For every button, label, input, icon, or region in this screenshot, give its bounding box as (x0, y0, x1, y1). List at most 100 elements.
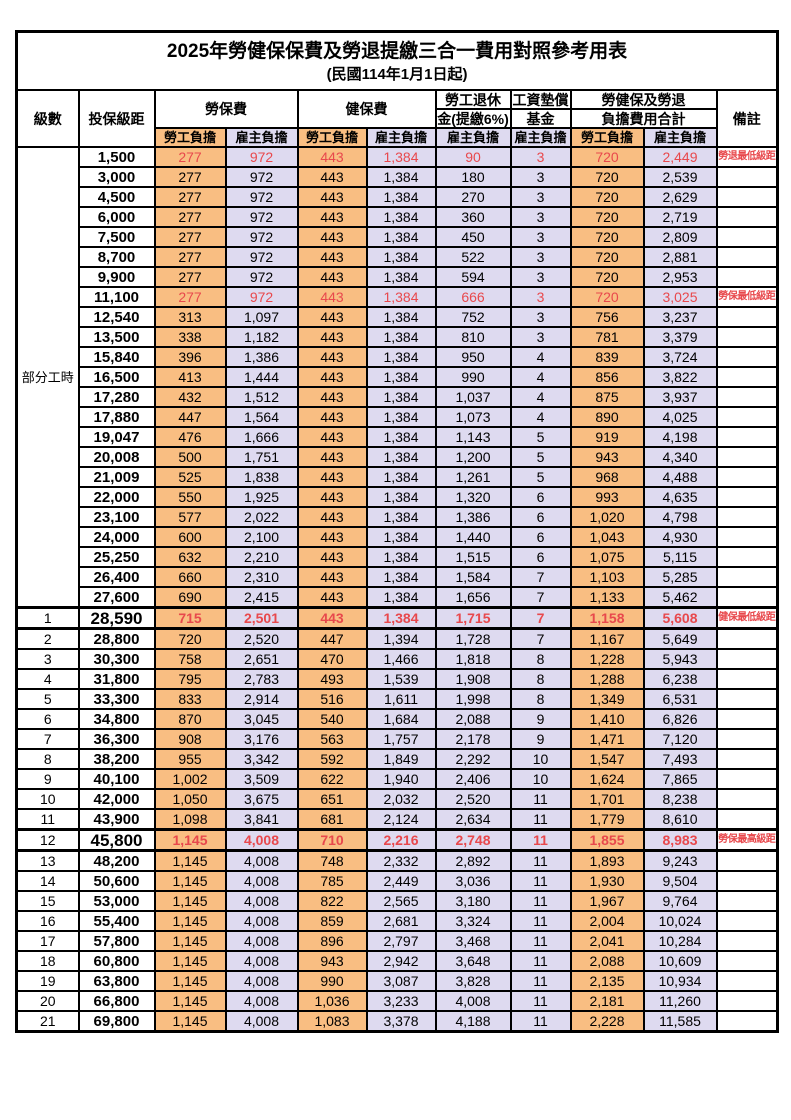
pension-employer-cell: 1,200 (434, 446, 512, 468)
total-worker-cell: 1,967 (569, 890, 645, 912)
health-worker-cell: 447 (296, 627, 368, 650)
premium-reference-sheet: 2025年勞健保保費及勞退提繳三合一費用對照參考用表 (民國114年1月1日起)… (15, 30, 780, 1033)
wage-fund-employer-cell: 7 (509, 606, 572, 630)
health-employer-cell: 3,087 (365, 970, 437, 992)
health-worker-cell: 943 (296, 950, 368, 972)
table-row: 部分工時 1,500 277 972 443 1,384 90 3 720 2,449 勞退最低級距 (15, 146, 779, 609)
bracket-cell: 13,500 (77, 326, 156, 348)
pension-employer-cell: 1,715 (434, 606, 512, 630)
labor-employer-cell: 1,386 (224, 346, 299, 368)
wage-fund-employer-cell: 3 (509, 146, 572, 168)
total-employer-cell: 3,025 (642, 286, 718, 308)
table-row: 12 45,800 1,145 4,008 710 2,216 2,748 11 1,855 8,… (15, 828, 779, 852)
total-worker-cell: 720 (569, 226, 645, 248)
total-employer-cell: 9,764 (642, 890, 718, 912)
health-worker-cell: 443 (296, 186, 368, 208)
remark-cell (715, 326, 779, 348)
health-employer-cell: 1,384 (365, 186, 437, 208)
health-worker-cell: 592 (296, 748, 368, 770)
total-worker-cell: 1,471 (569, 728, 645, 750)
health-employer-cell: 1,384 (365, 366, 437, 388)
labor-worker-cell: 277 (153, 186, 227, 208)
wage-fund-employer-cell: 11 (509, 910, 572, 932)
total-worker-cell: 1,288 (569, 668, 645, 690)
remark-cell (715, 246, 779, 268)
labor-employer-cell: 4,008 (224, 910, 299, 932)
health-worker-cell: 443 (296, 206, 368, 228)
labor-employer-cell: 2,783 (224, 668, 299, 690)
total-worker-cell: 2,041 (569, 930, 645, 952)
labor-worker-cell: 413 (153, 366, 227, 388)
remark-cell (715, 366, 779, 388)
bracket-cell: 27,600 (77, 586, 156, 609)
table-row: 23,100 577 2,022 443 1,384 1,386 6 1,020 4,798 (17, 506, 779, 528)
wage-fund-employer-cell: 7 (509, 566, 572, 588)
col-header-health-insurance: 健保費 (296, 89, 437, 129)
health-worker-cell: 443 (296, 526, 368, 548)
bracket-cell: 1,500 (77, 146, 156, 168)
total-employer-cell: 2,629 (642, 186, 718, 208)
labor-employer-cell: 4,008 (224, 990, 299, 1012)
page-subtitle: (民國114年1月1日起) (326, 66, 468, 84)
health-worker-cell: 859 (296, 910, 368, 932)
total-employer-cell: 4,340 (642, 446, 718, 468)
table-row: 12,540 313 1,097 443 1,384 752 3 756 3,237 (17, 306, 779, 328)
bracket-cell: 12,540 (77, 306, 156, 328)
labor-employer-cell: 4,008 (224, 828, 299, 852)
total-employer-cell: 5,462 (642, 586, 718, 609)
health-worker-cell: 443 (296, 246, 368, 268)
health-employer-cell: 1,849 (365, 748, 437, 770)
wage-fund-employer-cell: 6 (509, 526, 572, 548)
col-header-total-line2: 負擔費用合計 (569, 108, 718, 129)
level-cell: 4 (15, 668, 80, 690)
wage-fund-employer-cell: 11 (509, 788, 572, 810)
header-group-row-2: 金(提繳6%) 基金 負擔費用合計 (17, 108, 778, 129)
remark-cell (715, 808, 779, 831)
pension-employer-cell: 2,748 (434, 828, 512, 852)
col-header-remark: 備註 (715, 89, 779, 148)
total-worker-cell: 2,135 (569, 970, 645, 992)
total-employer-cell: 5,285 (642, 566, 718, 588)
remark-cell (715, 526, 779, 548)
total-employer-cell: 2,809 (642, 226, 718, 248)
health-employer-cell: 1,757 (365, 728, 437, 750)
remark-cell (715, 566, 779, 588)
table-row: 5 33,300 833 2,914 516 1,611 1,998 8 1,349 6,531 (15, 688, 779, 710)
remark-cell (715, 910, 779, 932)
bracket-cell: 7,500 (77, 226, 156, 248)
health-employer-cell: 1,384 (365, 446, 437, 468)
pension-employer-cell: 1,143 (434, 426, 512, 448)
total-worker-cell: 1,167 (569, 627, 645, 650)
labor-employer-cell: 2,210 (224, 546, 299, 568)
health-worker-cell: 622 (296, 768, 368, 790)
total-employer-cell: 6,531 (642, 688, 718, 710)
remark-cell (715, 186, 779, 208)
pension-employer-cell: 2,520 (434, 788, 512, 810)
pension-employer-cell: 1,386 (434, 506, 512, 528)
table-row: 14 50,600 1,145 4,008 785 2,449 3,036 11 1,930 9,… (15, 870, 779, 892)
health-employer-cell: 3,233 (365, 990, 437, 1012)
pension-employer-cell: 2,178 (434, 728, 512, 750)
health-employer-cell: 1,384 (365, 386, 437, 408)
subheader-labor-employer: 雇主負擔 (224, 127, 299, 148)
health-employer-cell: 1,384 (365, 566, 437, 588)
remark-cell (715, 849, 779, 872)
total-employer-cell: 11,585 (642, 1010, 718, 1033)
health-worker-cell: 1,083 (296, 1010, 368, 1033)
remark-cell (715, 930, 779, 952)
pension-employer-cell: 1,073 (434, 406, 512, 428)
level-cell: 21 (15, 1010, 80, 1033)
total-employer-cell: 9,504 (642, 870, 718, 892)
labor-employer-cell: 1,182 (224, 326, 299, 348)
total-worker-cell: 720 (569, 246, 645, 268)
labor-worker-cell: 277 (153, 146, 227, 168)
pension-employer-cell: 180 (434, 166, 512, 188)
remark-cell (715, 668, 779, 690)
labor-employer-cell: 2,022 (224, 506, 299, 528)
level-cell: 6 (15, 708, 80, 730)
total-worker-cell: 993 (569, 486, 645, 508)
bracket-cell: 63,800 (77, 970, 156, 992)
wage-fund-employer-cell: 11 (509, 890, 572, 912)
wage-fund-employer-cell: 4 (509, 366, 572, 388)
remark-cell (715, 728, 779, 750)
